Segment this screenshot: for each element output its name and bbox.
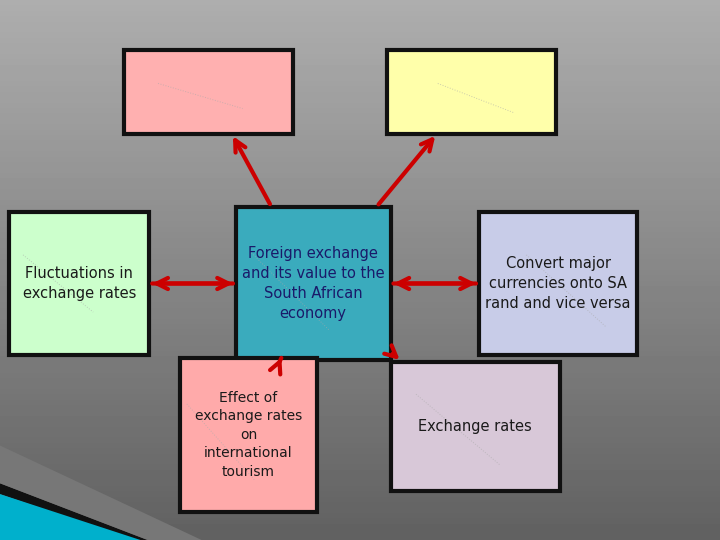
FancyBboxPatch shape xyxy=(479,212,637,355)
Text: Effect of
exchange rates
on
international
tourism: Effect of exchange rates on internationa… xyxy=(195,391,302,478)
FancyBboxPatch shape xyxy=(124,50,294,134)
Text: Convert major
currencies onto SA
rand and vice versa: Convert major currencies onto SA rand an… xyxy=(485,256,631,311)
Text: Fluctuations in
exchange rates: Fluctuations in exchange rates xyxy=(22,266,136,301)
Text: Foreign exchange
and its value to the
South African
economy: Foreign exchange and its value to the So… xyxy=(242,246,384,321)
Text: Exchange rates: Exchange rates xyxy=(418,419,532,434)
FancyBboxPatch shape xyxy=(390,362,560,491)
FancyBboxPatch shape xyxy=(387,50,557,134)
Polygon shape xyxy=(0,446,202,540)
FancyBboxPatch shape xyxy=(236,206,390,361)
FancyBboxPatch shape xyxy=(180,357,317,512)
FancyBboxPatch shape xyxy=(9,212,150,355)
Polygon shape xyxy=(0,494,140,540)
Polygon shape xyxy=(0,483,148,540)
